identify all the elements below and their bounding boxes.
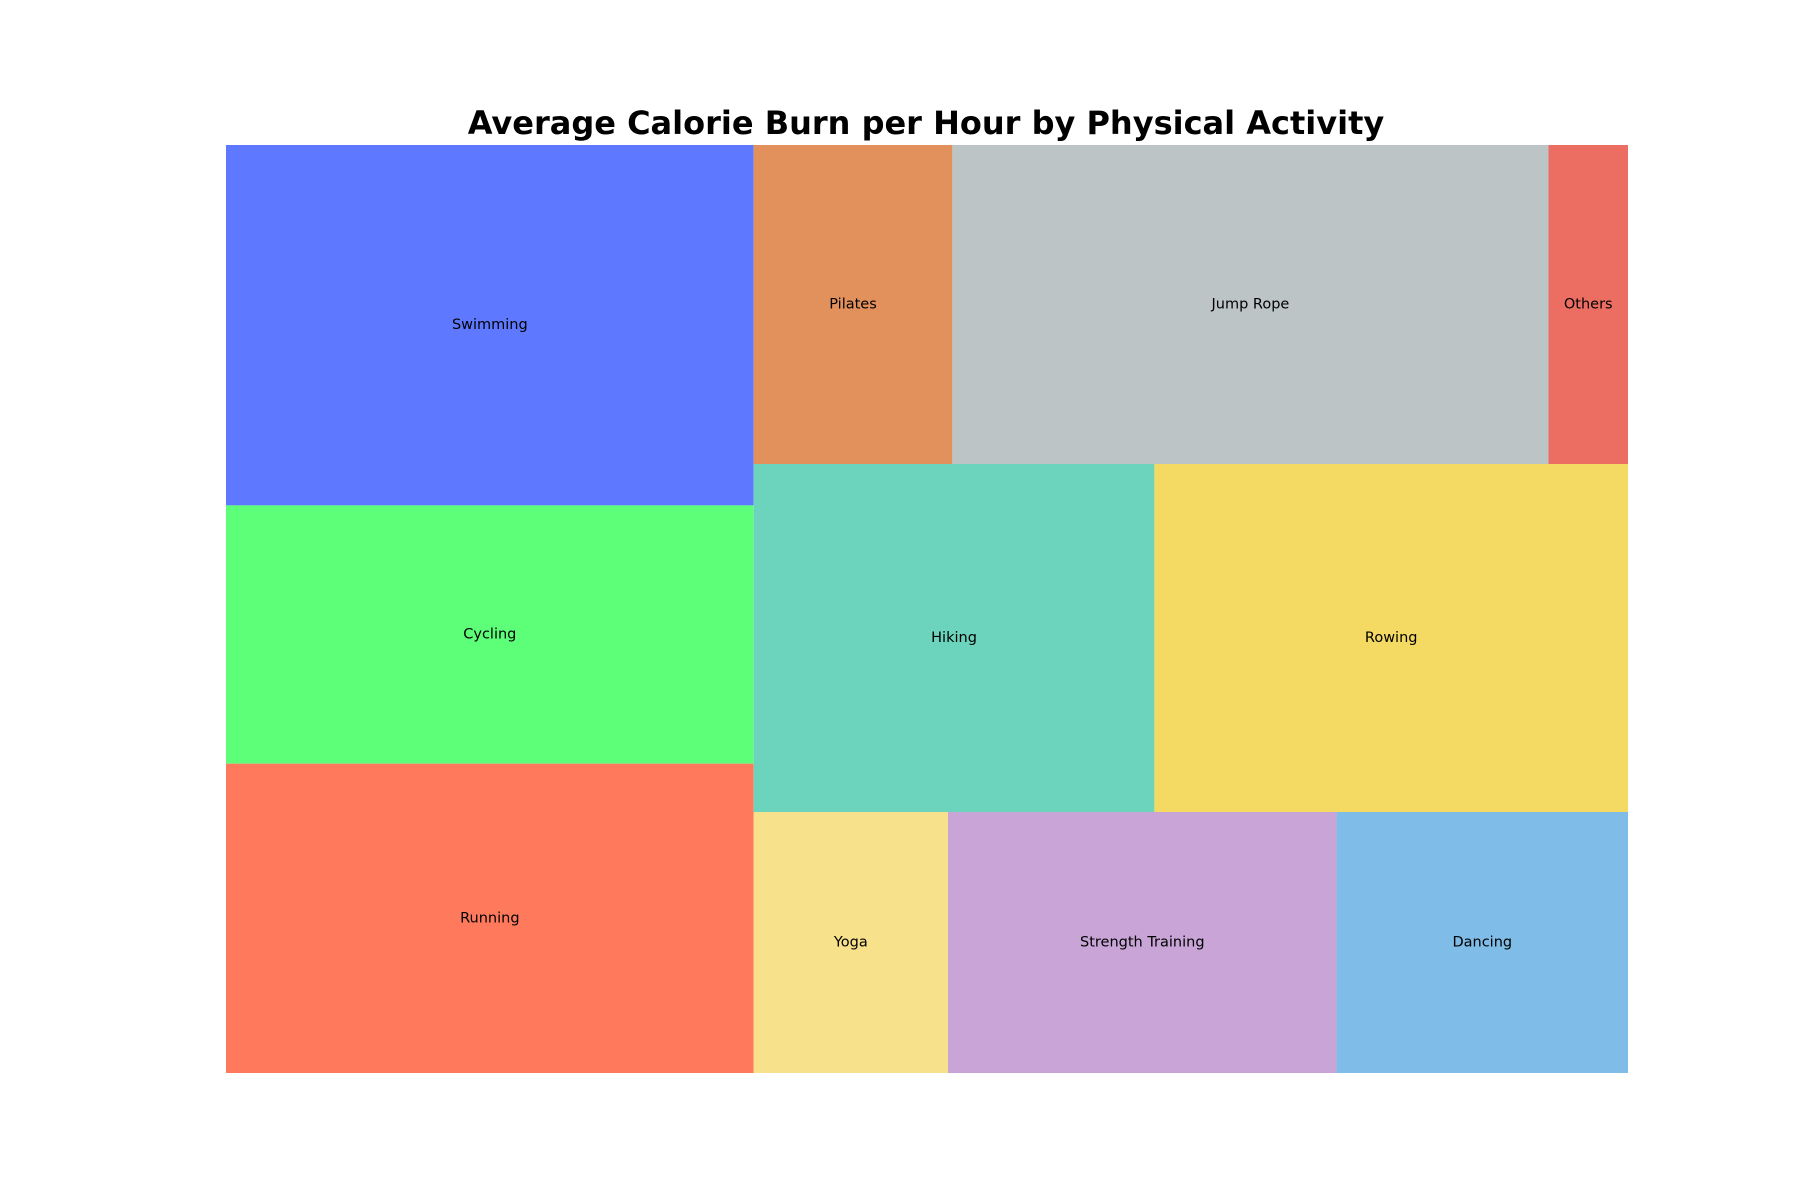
tile-others (1548, 145, 1628, 464)
tile-running (226, 763, 754, 1073)
tile-pilates (753, 145, 953, 464)
tile-swimming (226, 145, 754, 506)
tile-label-hiking: Hiking (931, 630, 977, 646)
tile-yoga (753, 812, 948, 1073)
tile-label-others: Others (1564, 297, 1613, 313)
chart-title: Average Calorie Burn per Hour by Physica… (467, 104, 1385, 142)
tile-label-strength-training: Strength Training (1080, 935, 1205, 951)
tile-label-cycling: Cycling (463, 627, 516, 643)
tile-label-running: Running (460, 910, 519, 926)
tile-label-dancing: Dancing (1452, 935, 1512, 951)
tile-hiking (753, 464, 1155, 812)
tile-rowing (1154, 464, 1628, 812)
tile-jump-rope (952, 145, 1549, 464)
tile-dancing (1336, 812, 1628, 1073)
tile-label-jump-rope: Jump Rope (1211, 297, 1290, 313)
tile-strength-training (947, 812, 1337, 1073)
tile-cycling (226, 505, 754, 764)
tile-label-swimming: Swimming (452, 317, 528, 333)
tile-label-pilates: Pilates (829, 297, 877, 313)
tile-label-rowing: Rowing (1365, 630, 1418, 646)
tile-label-yoga: Yoga (833, 935, 868, 951)
